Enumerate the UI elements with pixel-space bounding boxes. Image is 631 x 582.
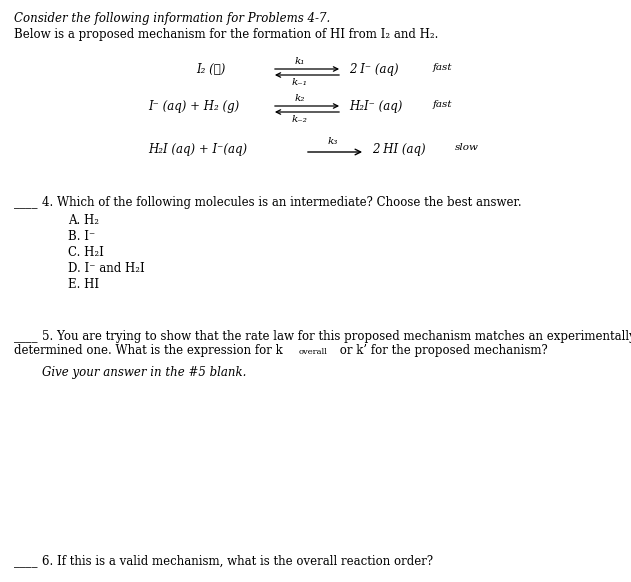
Text: slow: slow xyxy=(455,143,479,152)
Text: 6. If this is a valid mechanism, what is the overall reaction order?: 6. If this is a valid mechanism, what is… xyxy=(42,555,433,568)
Text: 5. You are trying to show that the rate law for this proposed mechanism matches : 5. You are trying to show that the rate … xyxy=(42,330,631,343)
Text: D. I⁻ and H₂I: D. I⁻ and H₂I xyxy=(68,262,144,275)
Text: B. I⁻: B. I⁻ xyxy=(68,230,95,243)
Text: A. H₂: A. H₂ xyxy=(68,214,99,227)
Text: 2 I⁻ (aq): 2 I⁻ (aq) xyxy=(349,63,399,76)
Text: I₂ (ℓ): I₂ (ℓ) xyxy=(196,63,225,76)
Text: Consider the following information for Problems 4-7.: Consider the following information for P… xyxy=(14,12,330,25)
Text: I⁻ (aq) + H₂ (g): I⁻ (aq) + H₂ (g) xyxy=(148,100,239,113)
Text: C. H₂I: C. H₂I xyxy=(68,246,104,259)
Text: k₋₂: k₋₂ xyxy=(292,115,308,124)
Text: Give your answer in the #5 blank.: Give your answer in the #5 blank. xyxy=(42,366,246,379)
Text: E. HI: E. HI xyxy=(68,278,99,291)
Text: 4. Which of the following molecules is an intermediate? Choose the best answer.: 4. Which of the following molecules is a… xyxy=(42,196,522,209)
Text: fast: fast xyxy=(433,100,452,109)
Text: Below is a proposed mechanism for the formation of HI from I₂ and H₂.: Below is a proposed mechanism for the fo… xyxy=(14,28,439,41)
Text: H₂I (aq) + I⁻(aq): H₂I (aq) + I⁻(aq) xyxy=(148,143,247,156)
Text: 2 HI (aq): 2 HI (aq) xyxy=(372,143,426,156)
Text: ____: ____ xyxy=(14,196,37,209)
Text: ____: ____ xyxy=(14,555,37,568)
Text: fast: fast xyxy=(433,63,452,72)
Text: or k’ for the proposed mechanism?: or k’ for the proposed mechanism? xyxy=(336,344,548,357)
Text: determined one. What is the expression for k: determined one. What is the expression f… xyxy=(14,344,283,357)
Text: overall: overall xyxy=(299,348,328,356)
Text: ____: ____ xyxy=(14,330,37,343)
Text: H₂I⁻ (aq): H₂I⁻ (aq) xyxy=(349,100,403,113)
Text: k₋₁: k₋₁ xyxy=(292,78,308,87)
Text: k₃: k₃ xyxy=(328,137,338,146)
Text: k₁: k₁ xyxy=(295,57,305,66)
Text: k₂: k₂ xyxy=(295,94,305,103)
